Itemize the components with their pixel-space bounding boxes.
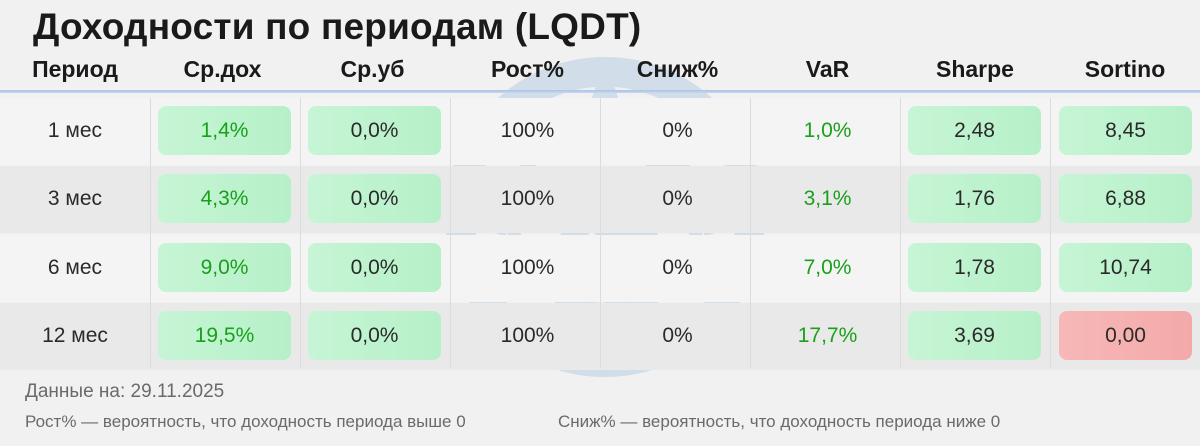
note-decline: Сниж% — вероятность, что доходность пери…	[558, 412, 1001, 431]
cell-sortino: 0,00	[1059, 311, 1192, 360]
cell-sortino: 6,88	[1059, 174, 1192, 223]
column-separator	[150, 98, 151, 368]
cell-decline: 0%	[662, 186, 693, 210]
header-decline: Сниж%	[636, 56, 719, 82]
cell-sharpe: 1,78	[908, 243, 1041, 292]
cell-avg-gain: 1,4%	[158, 106, 291, 155]
cell-var: 3,1%	[803, 186, 852, 210]
header-period: Период	[32, 56, 118, 82]
cell-period: 12 мес	[42, 323, 108, 347]
cell-period: 3 мес	[47, 186, 103, 210]
cell-sortino: 10,74	[1059, 243, 1192, 292]
page-title: Доходности по периодам (LQDT)	[33, 6, 642, 47]
header-var: VaR	[805, 56, 850, 82]
cell-sharpe: 3,69	[908, 311, 1041, 360]
note-growth: Рост% — вероятность, что доходность пери…	[25, 412, 466, 431]
cell-avg-loss: 0,0%	[308, 243, 441, 292]
header-growth: Рост%	[490, 56, 565, 82]
column-separator	[900, 98, 901, 368]
cell-avg-loss: 0,0%	[308, 311, 441, 360]
cell-sharpe: 1,76	[908, 174, 1041, 223]
cell-avg-loss: 0,0%	[308, 106, 441, 155]
column-separator	[1050, 98, 1051, 368]
cell-growth: 100%	[500, 323, 555, 347]
cell-decline: 0%	[662, 323, 693, 347]
cell-period: 6 мес	[47, 255, 103, 279]
column-separator	[600, 98, 601, 368]
header-sortino: Sortino	[1084, 56, 1166, 82]
cell-sharpe: 2,48	[908, 106, 1041, 155]
column-separator	[450, 98, 451, 368]
cell-growth: 100%	[500, 118, 555, 142]
cell-var: 1,0%	[803, 118, 852, 142]
header-sharpe: Sharpe	[936, 56, 1014, 82]
data-date: Данные на: 29.11.2025	[25, 381, 225, 402]
header-divider	[0, 90, 1200, 93]
cell-growth: 100%	[500, 186, 555, 210]
header-avg-loss: Ср.уб	[340, 56, 405, 82]
column-separator	[750, 98, 751, 368]
cell-decline: 0%	[662, 118, 693, 142]
cell-sortino: 8,45	[1059, 106, 1192, 155]
cell-period: 1 мес	[47, 118, 103, 142]
cell-var: 7,0%	[803, 255, 852, 279]
cell-avg-gain: 4,3%	[158, 174, 291, 223]
cell-decline: 0%	[662, 255, 693, 279]
header-avg-gain: Ср.дох	[183, 56, 262, 82]
cell-avg-gain: 19,5%	[158, 311, 291, 360]
cell-growth: 100%	[500, 255, 555, 279]
column-separator	[300, 98, 301, 368]
cell-var: 17,7%	[797, 323, 858, 347]
cell-avg-loss: 0,0%	[308, 174, 441, 223]
cell-avg-gain: 9,0%	[158, 243, 291, 292]
